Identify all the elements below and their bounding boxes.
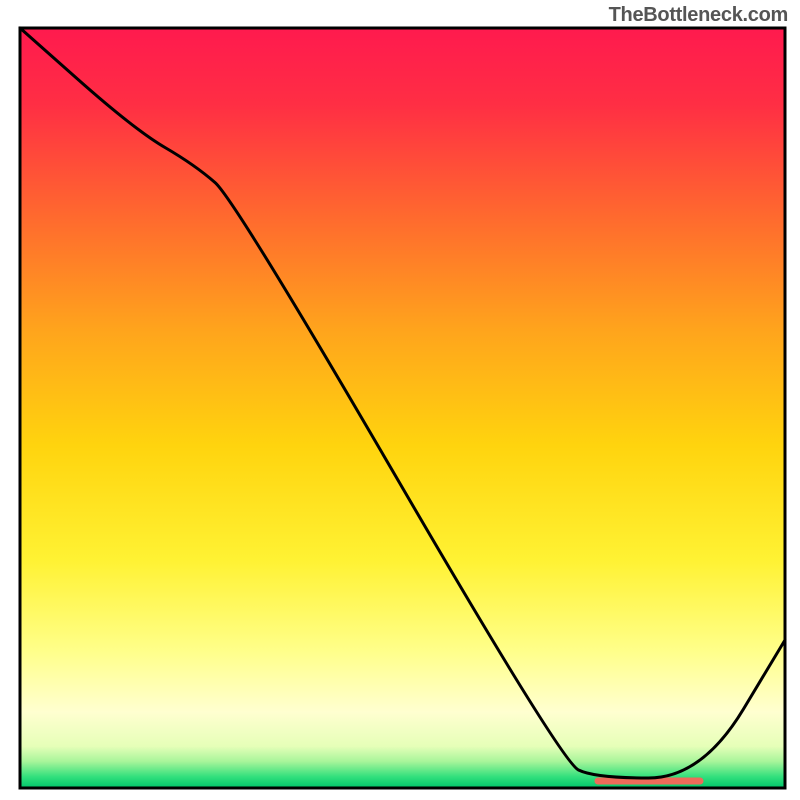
plot-background [20,28,785,788]
bottleneck-chart [0,0,800,800]
chart-container: TheBottleneck.com [0,0,800,800]
